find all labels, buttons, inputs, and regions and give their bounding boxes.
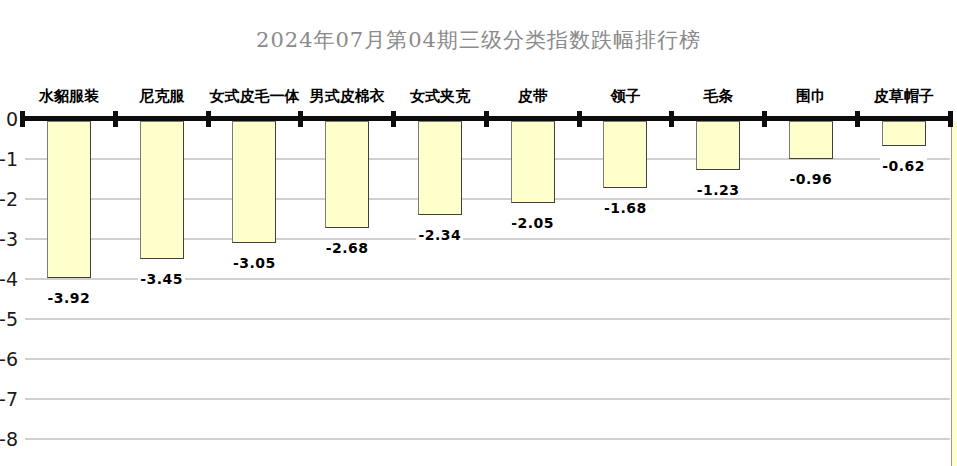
bar-value-label: -3.92 xyxy=(27,290,111,306)
bar-value-label: -0.62 xyxy=(862,158,946,174)
gridline xyxy=(25,358,950,360)
y-axis-tick-label: -5 xyxy=(0,309,18,329)
y-axis-tick-label: -6 xyxy=(0,349,18,369)
y-axis-tick-label: -8 xyxy=(0,429,18,449)
axis-tick xyxy=(391,111,396,127)
chart-canvas: 2024年07月第04期三级分类指数跌幅排行榜 0-1-2-3-4-5-6-7-… xyxy=(0,0,957,466)
bar-value-label: -0.96 xyxy=(769,171,853,187)
axis-tick xyxy=(20,111,25,127)
axis-tick xyxy=(577,111,582,127)
axis-tick xyxy=(298,111,303,127)
bar xyxy=(232,121,276,243)
category-label: 男式皮棉衣 xyxy=(301,87,394,106)
axis-tick xyxy=(206,111,211,127)
y-axis-tick-label: 0 xyxy=(0,109,18,129)
y-axis-tick-label: -2 xyxy=(0,189,18,209)
y-axis-tick-label: -3 xyxy=(0,229,18,249)
category-label: 水貂服装 xyxy=(23,87,116,106)
plot-area: 0 -1 -2 -3 -4 -5 -6 -7 -8 -3.92 水貂服装 -3.45 尼克服 -3.05 女… xyxy=(0,0,957,466)
bar xyxy=(789,121,833,159)
bar xyxy=(696,121,740,170)
y-axis-tick-label: -4 xyxy=(0,269,18,289)
category-label: 领子 xyxy=(579,87,672,106)
category-label: 女式皮毛一体 xyxy=(208,87,301,106)
axis-tick xyxy=(669,111,674,127)
bar xyxy=(47,121,91,278)
category-label: 皮草帽子 xyxy=(857,87,950,106)
y-axis-tick-label: -1 xyxy=(0,149,18,169)
bar xyxy=(511,121,555,203)
gridline xyxy=(25,398,950,400)
category-label: 围巾 xyxy=(765,87,858,106)
category-label: 尼克服 xyxy=(115,87,208,106)
bar-value-label: -2.68 xyxy=(305,240,389,256)
bar-value-label: -1.68 xyxy=(583,200,667,216)
bar-value-label: -3.45 xyxy=(120,271,204,287)
category-label: 女式夹克 xyxy=(394,87,487,106)
axis-tick xyxy=(855,111,860,127)
bar-value-label: -3.05 xyxy=(212,255,296,271)
bar xyxy=(603,121,647,188)
category-label: 皮带 xyxy=(486,87,579,106)
gridline xyxy=(25,438,950,440)
y-axis-tick-label: -7 xyxy=(0,389,18,409)
bar xyxy=(418,121,462,215)
gridline xyxy=(25,318,950,320)
axis-tick xyxy=(113,111,118,127)
bar-value-label: -2.05 xyxy=(491,215,575,231)
category-label: 毛条 xyxy=(672,87,765,106)
bar xyxy=(882,121,926,146)
bar-value-label: -1.23 xyxy=(676,182,760,198)
clipped-bar-right-edge xyxy=(951,121,957,466)
axis-tick xyxy=(948,111,953,127)
bar-value-label: -2.34 xyxy=(398,227,482,243)
bar xyxy=(325,121,369,228)
axis-tick xyxy=(484,111,489,127)
axis-tick xyxy=(762,111,767,127)
bar xyxy=(140,121,184,259)
